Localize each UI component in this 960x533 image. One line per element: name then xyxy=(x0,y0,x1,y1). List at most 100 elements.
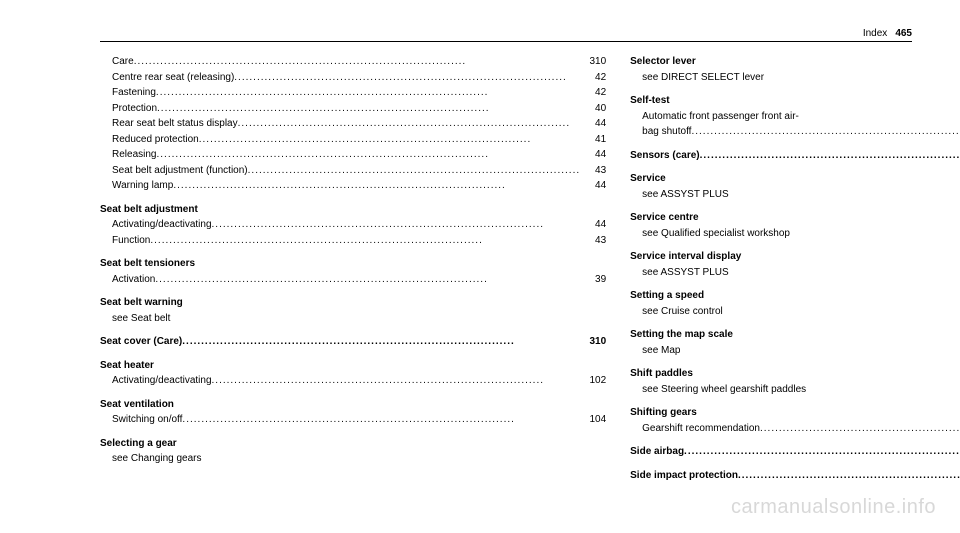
index-entry-line: Seat belt adjustment (function)43 xyxy=(100,163,606,179)
index-entry-heading: Setting a speed xyxy=(630,288,960,304)
index-see-reference: see Cruise control xyxy=(630,304,960,320)
index-entry-group: Service interval displaysee ASSYST PLUS xyxy=(630,249,960,280)
index-entry-line: Reduced protection 41 xyxy=(100,132,606,148)
index-see-reference: see Changing gears xyxy=(100,451,606,467)
leader-dots xyxy=(156,85,580,101)
index-entry-heading: Selector lever xyxy=(630,54,960,70)
index-entry-group: Seat heaterActivating/deactivating102 xyxy=(100,358,606,389)
index-entry-head: Side airbag44 xyxy=(630,444,960,460)
index-entry-heading: Seat ventilation xyxy=(100,397,606,413)
leader-dots xyxy=(760,421,960,437)
index-entry-heading: Seat belt tensioners xyxy=(100,256,606,272)
index-entry-page: 39 xyxy=(580,272,606,288)
index-entry-group: Shift paddlessee Steering wheel gearshif… xyxy=(630,366,960,397)
index-entry-line: Automatic front passenger front air- xyxy=(630,109,960,125)
index-see-reference: see ASSYST PLUS xyxy=(630,187,960,203)
index-entry-label: Reduced protection xyxy=(112,132,199,148)
index-entry-heading: Seat heater xyxy=(100,358,606,374)
index-entry-group: Self-testAutomatic front passenger front… xyxy=(630,93,960,140)
leader-dots xyxy=(156,147,580,163)
index-entry-group: Service centresee Qualified specialist w… xyxy=(630,210,960,241)
index-entry-page: 44 xyxy=(580,178,606,194)
index-entry-page: 102 xyxy=(580,373,606,389)
index-entry-label: Gearshift recommendation xyxy=(642,421,760,437)
index-entry-label: Side impact protection xyxy=(630,468,738,484)
index-see-reference: see Map xyxy=(630,343,960,359)
index-entry-line: Protection40 xyxy=(100,101,606,117)
index-entry-head: Sensors (care)309 xyxy=(630,148,960,164)
index-entry-line: Care 310 xyxy=(100,54,606,70)
index-see-reference: see ASSYST PLUS xyxy=(630,265,960,281)
index-entry-page: 44 xyxy=(580,217,606,233)
index-entry-line: bag shutoff49 xyxy=(630,124,960,140)
index-see-reference: see Qualified specialist workshop xyxy=(630,226,960,242)
index-entry-group: Selecting a gearsee Changing gears xyxy=(100,436,606,467)
index-entry-line: Function 43 xyxy=(100,233,606,249)
index-see-reference: see Steering wheel gearshift paddles xyxy=(630,382,960,398)
index-entry-line: Activation 39 xyxy=(100,272,606,288)
leader-dots xyxy=(157,101,580,117)
page-header: Index 465 xyxy=(100,28,912,42)
index-entry-label: Warning lamp xyxy=(112,178,173,194)
index-entry-label: Activation xyxy=(112,272,155,288)
index-entry-heading: Selecting a gear xyxy=(100,436,606,452)
index-entry-label: Function xyxy=(112,233,150,249)
index-entry-group: Selector leversee DIRECT SELECT lever xyxy=(630,54,960,85)
index-entry-line: Rear seat belt status display44 xyxy=(100,116,606,132)
index-entry-label: Releasing xyxy=(112,147,156,163)
index-entry-line: Releasing44 xyxy=(100,147,606,163)
index-entry-page: 43 xyxy=(580,233,606,249)
leader-dots xyxy=(182,334,580,350)
index-entry-label: Rear seat belt status display xyxy=(112,116,238,132)
index-entry-group: Seat belt tensionersActivation 39 xyxy=(100,256,606,287)
index-entry-label: Fastening xyxy=(112,85,156,101)
index-entry-head: Seat cover (Care)310 xyxy=(100,334,606,350)
index-entry-heading: Seat belt warning xyxy=(100,295,606,311)
leader-dots xyxy=(173,178,580,194)
index-entry-label: Side airbag xyxy=(630,444,684,460)
index-entry-label: bag shutoff xyxy=(642,124,691,140)
index-column-1: Care310Centre rear seat (releasing)42Fas… xyxy=(100,54,606,491)
index-entry-page: 42 xyxy=(580,70,606,86)
index-entry-group: Setting a speedsee Cruise control xyxy=(630,288,960,319)
header-section-label: Index xyxy=(863,28,887,39)
index-see-reference: see DIRECT SELECT lever xyxy=(630,70,960,86)
index-entry-head: Side impact protection230 xyxy=(630,468,960,484)
index-entry-group: Care310Centre rear seat (releasing)42Fas… xyxy=(100,54,606,194)
index-entry-group: Seat ventilationSwitching on/off104 xyxy=(100,397,606,428)
index-entry-heading: Shift paddles xyxy=(630,366,960,382)
index-entry-heading: Service xyxy=(630,171,960,187)
index-entry-label: Sensors (care) xyxy=(630,148,699,164)
leader-dots xyxy=(155,272,580,288)
index-entry-page: 42 xyxy=(580,85,606,101)
index-entry-group: Seat belt warningsee Seat belt xyxy=(100,295,606,326)
index-entry-label: Activating/deactivating xyxy=(112,217,212,233)
index-entry-line: Switching on/off104 xyxy=(100,412,606,428)
leader-dots xyxy=(182,412,580,428)
leader-dots xyxy=(212,217,581,233)
index-entry-label: Care xyxy=(112,54,134,70)
leader-dots xyxy=(234,70,580,86)
index-entry-label: Switching on/off xyxy=(112,412,182,428)
header-page-number: 465 xyxy=(895,28,912,39)
index-entry-page: 41 xyxy=(580,132,606,148)
index-entry-line: Activating/deactivating102 xyxy=(100,373,606,389)
leader-dots xyxy=(212,373,581,389)
index-entry-label: Centre rear seat (releasing) xyxy=(112,70,234,86)
index-entry-label: Seat cover (Care) xyxy=(100,334,182,350)
leader-dots xyxy=(150,233,580,249)
index-entry-heading: Service centre xyxy=(630,210,960,226)
index-column-2: Selector leversee DIRECT SELECT leverSel… xyxy=(630,54,960,491)
leader-dots xyxy=(134,54,580,70)
index-entry-page: 310 xyxy=(580,54,606,70)
index-see-reference: see Seat belt xyxy=(100,311,606,327)
leader-dots xyxy=(700,148,960,164)
index-entry-heading: Setting the map scale xyxy=(630,327,960,343)
leader-dots xyxy=(738,468,960,484)
index-entry-heading: Service interval display xyxy=(630,249,960,265)
leader-dots xyxy=(248,163,581,179)
leader-dots xyxy=(238,116,581,132)
index-entry-line: Fastening 42 xyxy=(100,85,606,101)
index-entry-group: Servicesee ASSYST PLUS xyxy=(630,171,960,202)
index-entry-line: Gearshift recommendation169 xyxy=(630,421,960,437)
